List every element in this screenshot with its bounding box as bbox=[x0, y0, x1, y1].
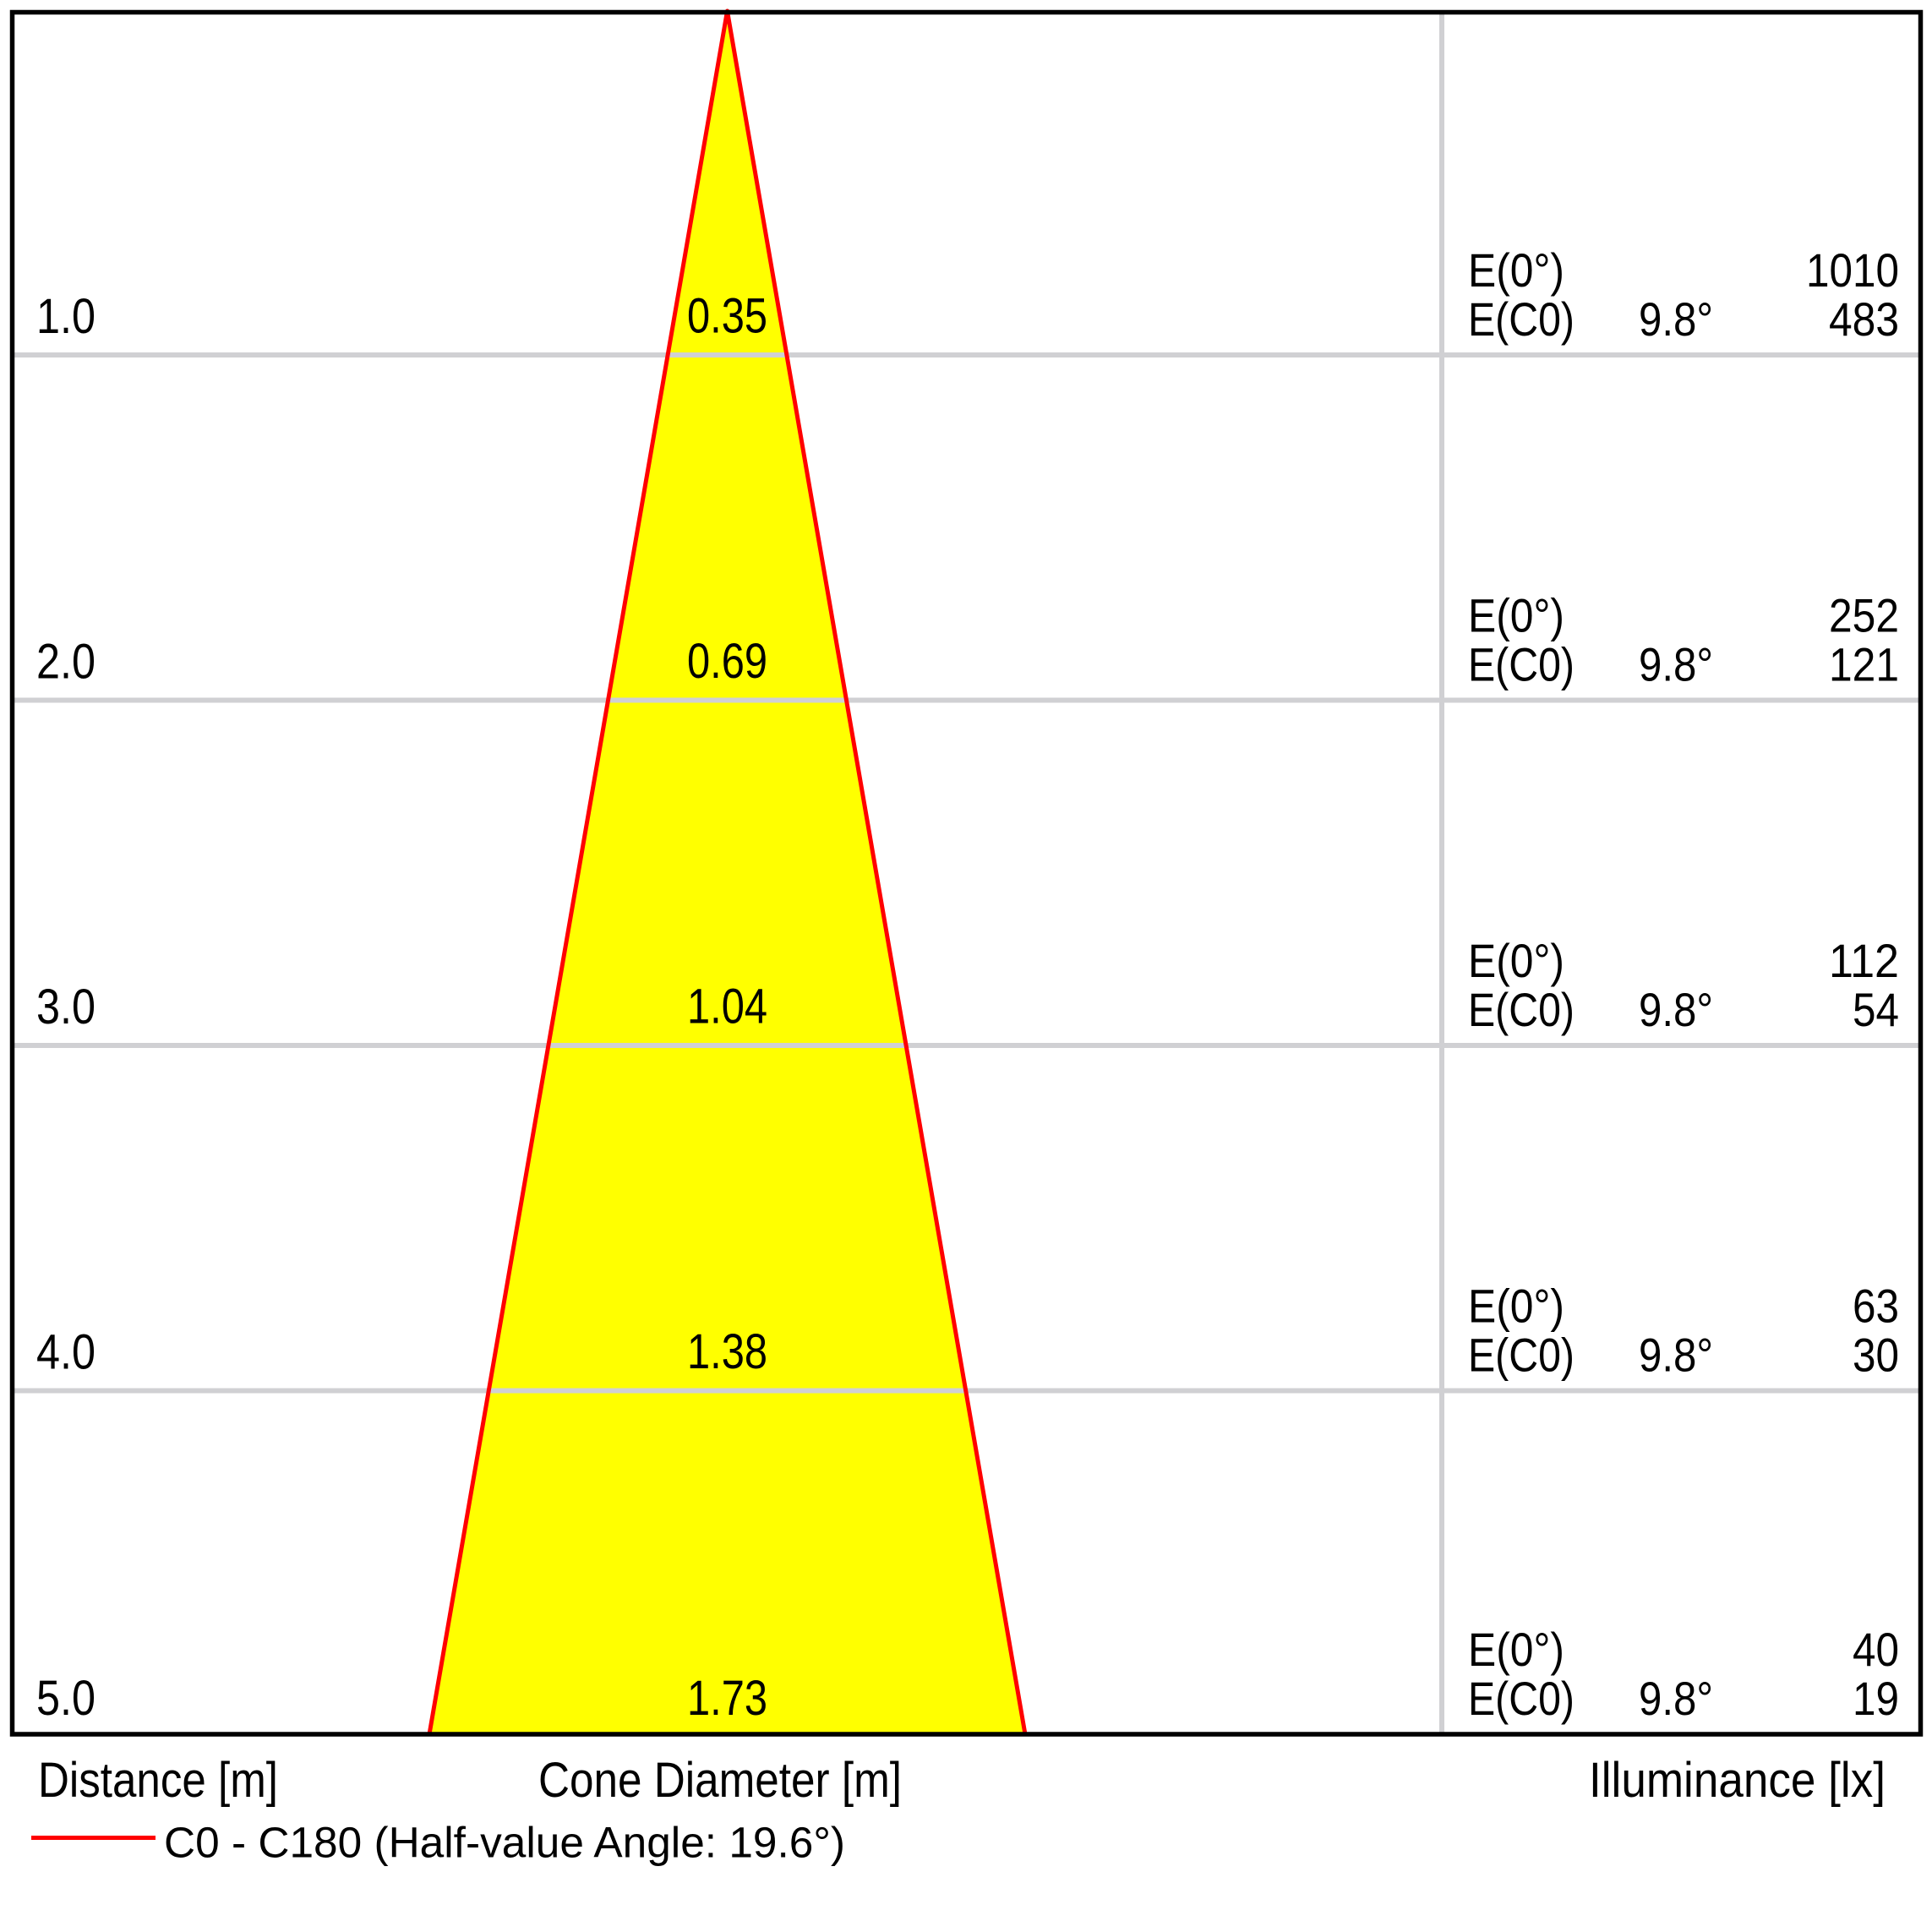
svg-text:C0 - C180 (Half-value Angle: 1: C0 - C180 (Half-value Angle: 19.6°) bbox=[164, 1819, 845, 1867]
svg-text:63: 63 bbox=[1853, 1280, 1899, 1333]
svg-text:E(C0): E(C0) bbox=[1468, 638, 1575, 691]
svg-text:40: 40 bbox=[1853, 1623, 1899, 1676]
svg-text:252: 252 bbox=[1829, 589, 1899, 642]
svg-text:1.38: 1.38 bbox=[687, 1324, 767, 1379]
svg-text:E(C0): E(C0) bbox=[1468, 292, 1575, 346]
svg-text:E(0°): E(0°) bbox=[1468, 589, 1564, 642]
svg-text:0.69: 0.69 bbox=[687, 634, 767, 689]
svg-text:121: 121 bbox=[1829, 638, 1899, 691]
svg-text:30: 30 bbox=[1853, 1329, 1899, 1382]
svg-text:2.0: 2.0 bbox=[36, 635, 96, 690]
svg-text:3.0: 3.0 bbox=[36, 980, 96, 1034]
svg-text:1.04: 1.04 bbox=[687, 980, 767, 1034]
svg-text:1.0: 1.0 bbox=[36, 289, 96, 344]
svg-text:E(0°): E(0°) bbox=[1468, 1623, 1564, 1676]
svg-text:E(C0): E(C0) bbox=[1468, 1672, 1575, 1725]
svg-text:9.8°: 9.8° bbox=[1639, 638, 1713, 691]
svg-text:E(0°): E(0°) bbox=[1468, 243, 1564, 297]
svg-text:E(0°): E(0°) bbox=[1468, 934, 1564, 987]
svg-text:0.35: 0.35 bbox=[687, 289, 767, 344]
svg-text:112: 112 bbox=[1829, 934, 1899, 987]
svg-text:Distance [m]: Distance [m] bbox=[38, 1753, 278, 1808]
svg-text:54: 54 bbox=[1853, 983, 1899, 1036]
svg-text:1.73: 1.73 bbox=[687, 1671, 767, 1726]
svg-text:19: 19 bbox=[1853, 1672, 1899, 1725]
svg-text:9.8°: 9.8° bbox=[1639, 292, 1713, 346]
svg-text:9.8°: 9.8° bbox=[1639, 1672, 1713, 1725]
svg-text:9.8°: 9.8° bbox=[1639, 983, 1713, 1036]
svg-text:5.0: 5.0 bbox=[36, 1671, 96, 1726]
svg-text:Illuminance [lx]: Illuminance [lx] bbox=[1589, 1753, 1886, 1808]
svg-text:Cone Diameter [m]: Cone Diameter [m] bbox=[538, 1753, 902, 1808]
svg-text:4.0: 4.0 bbox=[36, 1325, 96, 1380]
svg-text:483: 483 bbox=[1829, 292, 1899, 346]
svg-text:9.8°: 9.8° bbox=[1639, 1329, 1713, 1382]
svg-text:E(0°): E(0°) bbox=[1468, 1280, 1564, 1333]
svg-text:E(C0): E(C0) bbox=[1468, 1329, 1575, 1382]
svg-text:E(C0): E(C0) bbox=[1468, 983, 1575, 1036]
svg-text:1010: 1010 bbox=[1806, 243, 1899, 297]
